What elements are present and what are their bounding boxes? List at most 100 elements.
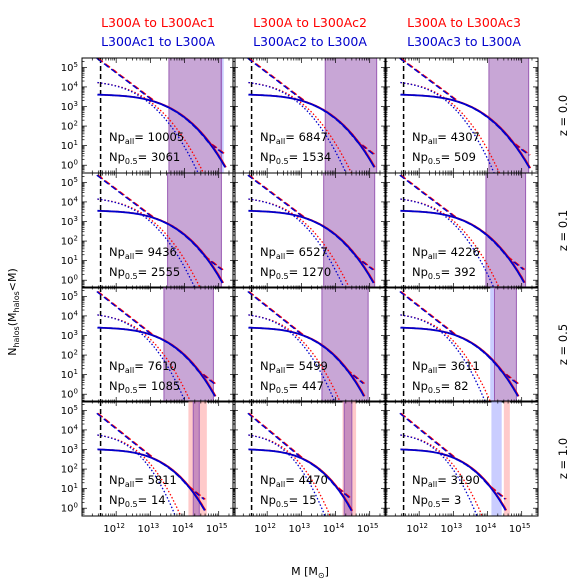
x-axis-label: M [M⊙] [291, 565, 329, 580]
y-tick-label: 103 [61, 215, 78, 228]
y-tick-label: 105 [61, 61, 78, 74]
np-all-label: Npall= 5811 [109, 473, 177, 489]
np-05-value: 1534 [302, 150, 331, 164]
np-05-value: 14 [151, 493, 166, 507]
np-05-value: 15 [302, 493, 317, 507]
curve-blue-dotted [400, 198, 495, 288]
band-blue [491, 401, 502, 516]
x-tick-label: 1013 [138, 522, 160, 535]
band-purple [324, 58, 378, 173]
np-all-label: Npall= 3611 [412, 359, 480, 375]
x-tick-label: 1015 [357, 522, 379, 535]
np-05-label: Np0.5= 1270 [260, 265, 331, 281]
np-05-label: Np0.5= 1085 [109, 379, 180, 395]
np-05-value: 509 [454, 150, 476, 164]
np-all-label: Npall= 9436 [109, 245, 177, 261]
panel-frame [384, 172, 539, 289]
np-all-label: Npall= 5499 [260, 359, 328, 375]
np-all-value: 3190 [451, 473, 480, 487]
curve-blue-solid [248, 326, 365, 397]
np-05-label: Np0.5= 82 [412, 379, 469, 395]
y-tick-label: 105 [61, 404, 78, 417]
curve-blue-solid [400, 326, 519, 397]
panel-frame [232, 172, 387, 289]
band-purple [493, 287, 517, 402]
band-purple [321, 287, 369, 402]
np-05-value: 3 [454, 493, 461, 507]
np-all-label: Npall= 10005 [109, 130, 184, 146]
panel-r0-c0: 100 101 102 103 104 105 Npall= 10005 Np0.5= 306… [61, 57, 236, 174]
panel-frame [384, 400, 539, 517]
np-all-label: Npall= 6847 [260, 130, 328, 146]
y-axis-label: Nhalos(Mhalos<M) [6, 268, 21, 356]
panel-r1-c1: Npall= 6527 Np0.5= 1270 [232, 172, 387, 289]
panel-r1-c2: Npall= 4226 Np0.5= 392 [384, 172, 539, 289]
column-headers: L300A to L300Ac1 L300Ac1 to L300A L300A … [101, 15, 521, 49]
y-tick-label: 104 [61, 423, 79, 436]
np-05-label: Np0.5= 1534 [260, 150, 331, 166]
curve-blue-dotted [248, 198, 345, 288]
curve-blue-dotted [400, 314, 486, 402]
y-tick-label: 103 [61, 329, 78, 342]
np-all-value: 4226 [451, 245, 480, 259]
np-all-label: Npall= 7610 [109, 359, 177, 375]
band-blue [490, 287, 495, 402]
x-tick-label: 1015 [509, 522, 531, 535]
band-purple [168, 58, 222, 173]
panel-r3-c2: 1012 1013 1014 1015 Npall= 3190 Np0.5= 3 [384, 400, 539, 535]
np-05-label: Np0.5= 14 [109, 493, 166, 509]
panel-grid: 100 101 102 103 104 105 Npall= 10005 Np0.5= 306… [61, 57, 539, 535]
np-05-value: 82 [454, 379, 469, 393]
y-tick-label: 104 [61, 309, 79, 322]
curve-red-dotted [248, 81, 353, 173]
x-tick-label: 1012 [406, 522, 428, 535]
row-label-z: z = 0.1 [556, 210, 570, 251]
curve-blue-solid [97, 326, 216, 397]
np-05-label: Np0.5= 509 [412, 150, 476, 166]
np-05-label: Np0.5= 2555 [109, 265, 180, 281]
np-05-value: 1270 [302, 265, 331, 279]
col3-title-red: L300A to L300Ac3 [407, 15, 521, 30]
y-tick-label: 101 [61, 368, 78, 381]
panel-r3-c1: 1012 1013 1014 1015 Npall= 4470 Np0.5= 15 [232, 400, 387, 535]
curve-blue-solid [97, 448, 206, 511]
curve-blue-solid [400, 93, 531, 169]
panel-r0-c2: Npall= 4307 Np0.5= 509 [384, 57, 539, 174]
y-tick-label: 104 [61, 195, 79, 208]
y-tick-label: 103 [61, 443, 78, 456]
col2-title-red: L300A to L300Ac2 [253, 15, 367, 30]
y-tick-label: 100 [61, 388, 78, 401]
col3-title-blue: L300Ac3 to L300A [407, 34, 521, 49]
x-tick-label: 1013 [289, 522, 311, 535]
curve-blue-dotted [97, 314, 186, 402]
row-label-z: z = 0.0 [556, 95, 570, 136]
np-05-value: 447 [302, 379, 324, 393]
y-tick-label: 102 [61, 349, 78, 362]
x-tick-label: 1013 [441, 522, 463, 535]
np-all-value: 6847 [299, 130, 328, 144]
np-05-value: 1085 [151, 379, 180, 393]
band-red [503, 401, 510, 516]
panel-r2-c2: Npall= 3611 Np0.5= 82 [384, 286, 539, 403]
band-purple [485, 173, 527, 288]
curve-red-dotted [400, 81, 501, 173]
y-tick-label: 101 [61, 139, 78, 152]
panel-frame [384, 286, 539, 403]
np-05-label: Np0.5= 15 [260, 493, 317, 509]
np-all-value: 3611 [451, 359, 480, 373]
panel-frame [81, 286, 236, 403]
curve-blue-dotted [248, 81, 347, 173]
np-05-value: 392 [454, 265, 476, 279]
curve-blue-solid [248, 209, 375, 284]
np-all-value: 5499 [299, 359, 328, 373]
panel-r3-c0: 100 101 102 103 104 105 1012 1013 1014 1015 Npall=… [61, 400, 236, 535]
curve-red-dotted [400, 198, 501, 288]
y-tick-label: 101 [61, 254, 78, 267]
np-all-value: 6527 [299, 245, 328, 259]
np-05-value: 2555 [151, 265, 180, 279]
panel-r2-c0: 100 101 102 103 104 105 Npall= 7610 Np0.5= 1085 [61, 286, 236, 403]
np-all-label: Npall= 3190 [412, 473, 480, 489]
np-05-label: Np0.5= 447 [260, 379, 324, 395]
curve-blue-solid [248, 93, 375, 168]
